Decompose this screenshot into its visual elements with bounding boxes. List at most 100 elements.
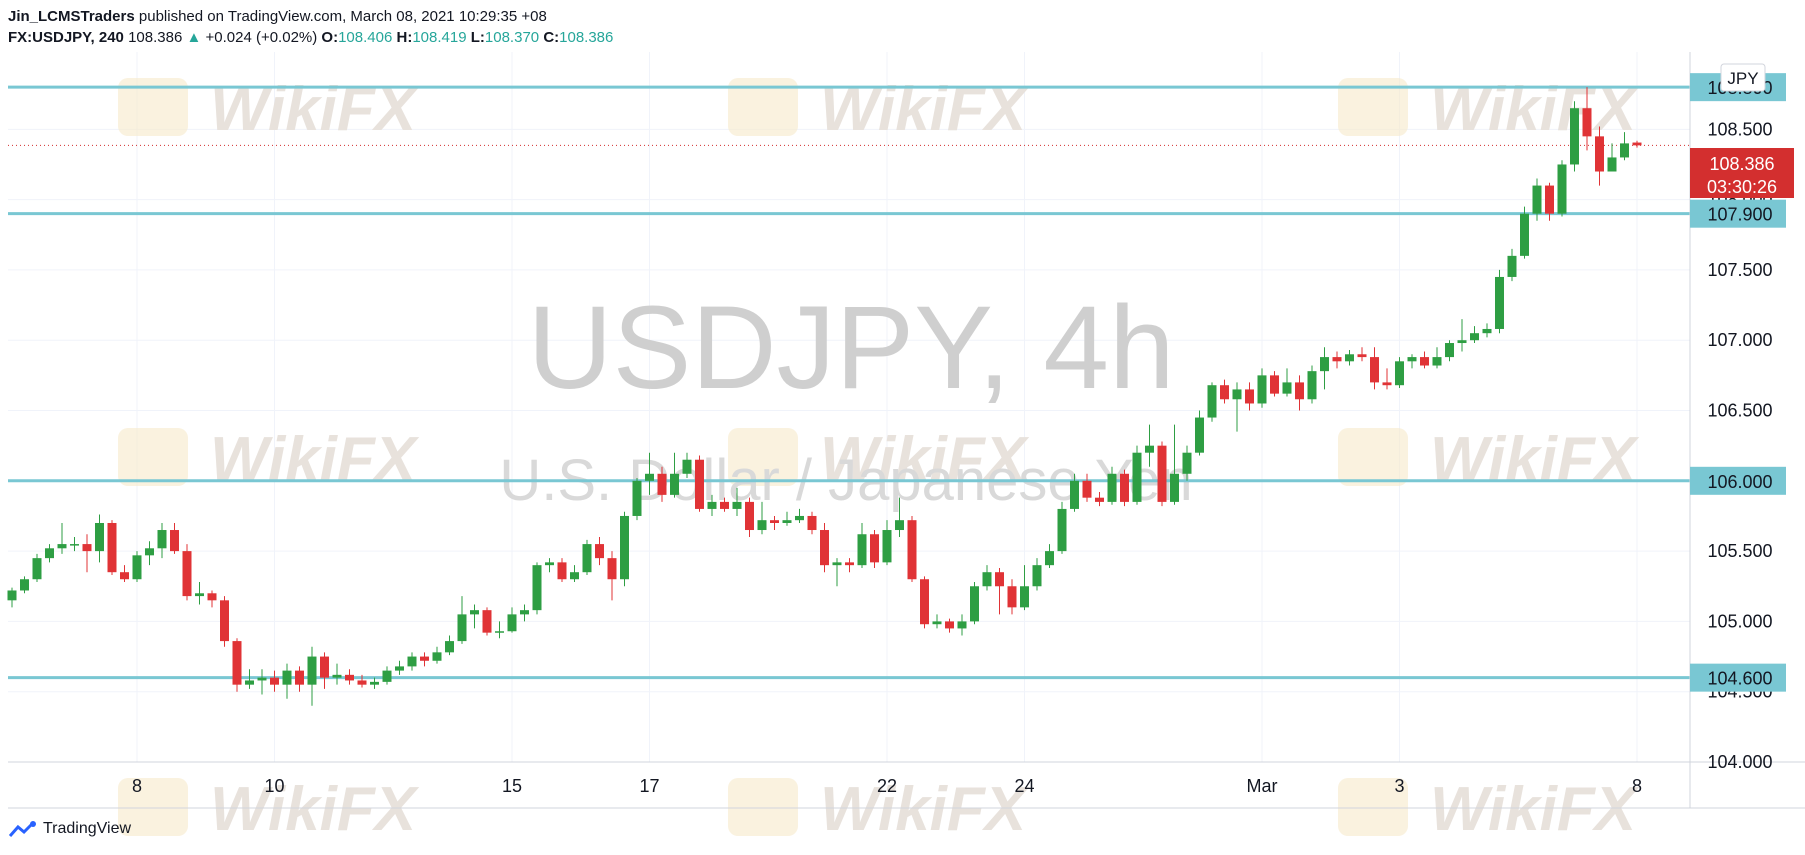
candle-body[interactable]	[257, 677, 267, 681]
level-price-tag[interactable]	[1690, 199, 1786, 228]
candle-body[interactable]	[282, 670, 292, 685]
candle-body[interactable]	[270, 677, 279, 685]
candle-body[interactable]	[1245, 389, 1254, 404]
candle-body[interactable]	[1170, 473, 1179, 502]
candle-body[interactable]	[1032, 565, 1042, 587]
candle-body[interactable]	[407, 656, 417, 667]
candle-body[interactable]	[1595, 136, 1604, 172]
candle-body[interactable]	[1070, 480, 1079, 509]
candle-body[interactable]	[7, 590, 17, 601]
candle-body[interactable]	[1157, 445, 1167, 502]
candle-body[interactable]	[132, 555, 142, 580]
candle-body[interactable]	[1457, 340, 1467, 344]
candle-body[interactable]	[295, 670, 304, 685]
candle-body[interactable]	[670, 473, 679, 495]
candle-body[interactable]	[982, 572, 992, 587]
candle-body[interactable]	[1382, 382, 1392, 386]
candle-body[interactable]	[957, 621, 967, 629]
candle-body[interactable]	[882, 530, 892, 563]
candle-body[interactable]	[370, 681, 379, 685]
candle-body[interactable]	[557, 562, 567, 580]
candle-body[interactable]	[757, 520, 767, 531]
candle-body[interactable]	[45, 548, 54, 559]
candle-body[interactable]	[1520, 213, 1529, 256]
candle-body[interactable]	[1207, 385, 1217, 418]
candle-body[interactable]	[1620, 143, 1629, 158]
candle-body[interactable]	[220, 600, 229, 642]
candle-body[interactable]	[70, 544, 79, 546]
candle-body[interactable]	[807, 515, 817, 531]
candle-body[interactable]	[1045, 551, 1054, 566]
candle-body[interactable]	[695, 459, 704, 509]
candle-body[interactable]	[1257, 375, 1267, 404]
candle-body[interactable]	[1370, 357, 1379, 383]
candle-body[interactable]	[607, 558, 617, 580]
candle-body[interactable]	[1407, 357, 1417, 362]
candle-body[interactable]	[520, 610, 529, 615]
candle-body[interactable]	[332, 674, 342, 678]
candle-body[interactable]	[495, 631, 504, 633]
candle-body[interactable]	[395, 666, 404, 671]
candle-body[interactable]	[357, 680, 367, 685]
candle-body[interactable]	[632, 480, 642, 516]
candle-body[interactable]	[820, 530, 829, 566]
candle-body[interactable]	[1470, 333, 1479, 341]
candle-body[interactable]	[1532, 185, 1542, 214]
candle-body[interactable]	[307, 656, 317, 685]
candle-body[interactable]	[445, 641, 454, 653]
candle-body[interactable]	[745, 501, 754, 531]
candle-body[interactable]	[732, 501, 742, 509]
candle-body[interactable]	[420, 656, 429, 661]
candle-body[interactable]	[545, 562, 554, 566]
candle-body[interactable]	[1195, 417, 1204, 453]
candle-body[interactable]	[1582, 108, 1592, 137]
candle-body[interactable]	[995, 572, 1004, 587]
candle-body[interactable]	[1557, 164, 1567, 214]
candle-body[interactable]	[182, 551, 192, 597]
candle-body[interactable]	[382, 670, 392, 682]
candle-body[interactable]	[507, 614, 517, 632]
candle-body[interactable]	[32, 558, 42, 580]
candle-body[interactable]	[907, 520, 917, 580]
candle-body[interactable]	[657, 473, 667, 495]
candle-body[interactable]	[207, 593, 217, 601]
candle-body[interactable]	[1570, 108, 1579, 165]
candle-body[interactable]	[795, 515, 804, 521]
candle-body[interactable]	[620, 515, 629, 580]
candle-body[interactable]	[82, 544, 92, 552]
candle-body[interactable]	[1345, 354, 1354, 362]
candle-body[interactable]	[645, 473, 654, 481]
candle-body[interactable]	[245, 680, 254, 685]
candle-body[interactable]	[1507, 255, 1517, 277]
candle-body[interactable]	[1432, 357, 1442, 366]
candle-body[interactable]	[682, 459, 692, 474]
candle-body[interactable]	[1545, 185, 1554, 214]
candle-body[interactable]	[870, 534, 879, 563]
candle-body[interactable]	[1332, 357, 1342, 362]
tradingview-brand[interactable]: TradingView	[9, 820, 131, 838]
candle-body[interactable]	[1307, 371, 1317, 400]
candle-body[interactable]	[107, 522, 117, 573]
candle-body[interactable]	[1632, 142, 1642, 146]
candle-body[interactable]	[1445, 343, 1454, 358]
candle-body[interactable]	[1295, 382, 1304, 400]
candle-body[interactable]	[782, 520, 792, 523]
candle-body[interactable]	[1120, 473, 1129, 502]
candle-body[interactable]	[970, 586, 979, 622]
author-name[interactable]: Jin_LCMSTraders	[8, 8, 135, 25]
candle-body[interactable]	[1357, 354, 1367, 358]
candle-body[interactable]	[1057, 508, 1067, 552]
candle-body[interactable]	[570, 572, 579, 580]
candle-body[interactable]	[1182, 452, 1192, 474]
candle-body[interactable]	[1220, 385, 1229, 400]
candle-body[interactable]	[945, 621, 954, 629]
candle-body[interactable]	[1420, 357, 1429, 366]
candle-body[interactable]	[582, 544, 592, 573]
candle-body[interactable]	[857, 534, 867, 566]
candle-body[interactable]	[720, 501, 729, 509]
candle-body[interactable]	[1482, 328, 1492, 334]
level-price-tag[interactable]	[1690, 663, 1786, 692]
candle-body[interactable]	[1082, 480, 1092, 498]
candle-body[interactable]	[932, 621, 942, 625]
